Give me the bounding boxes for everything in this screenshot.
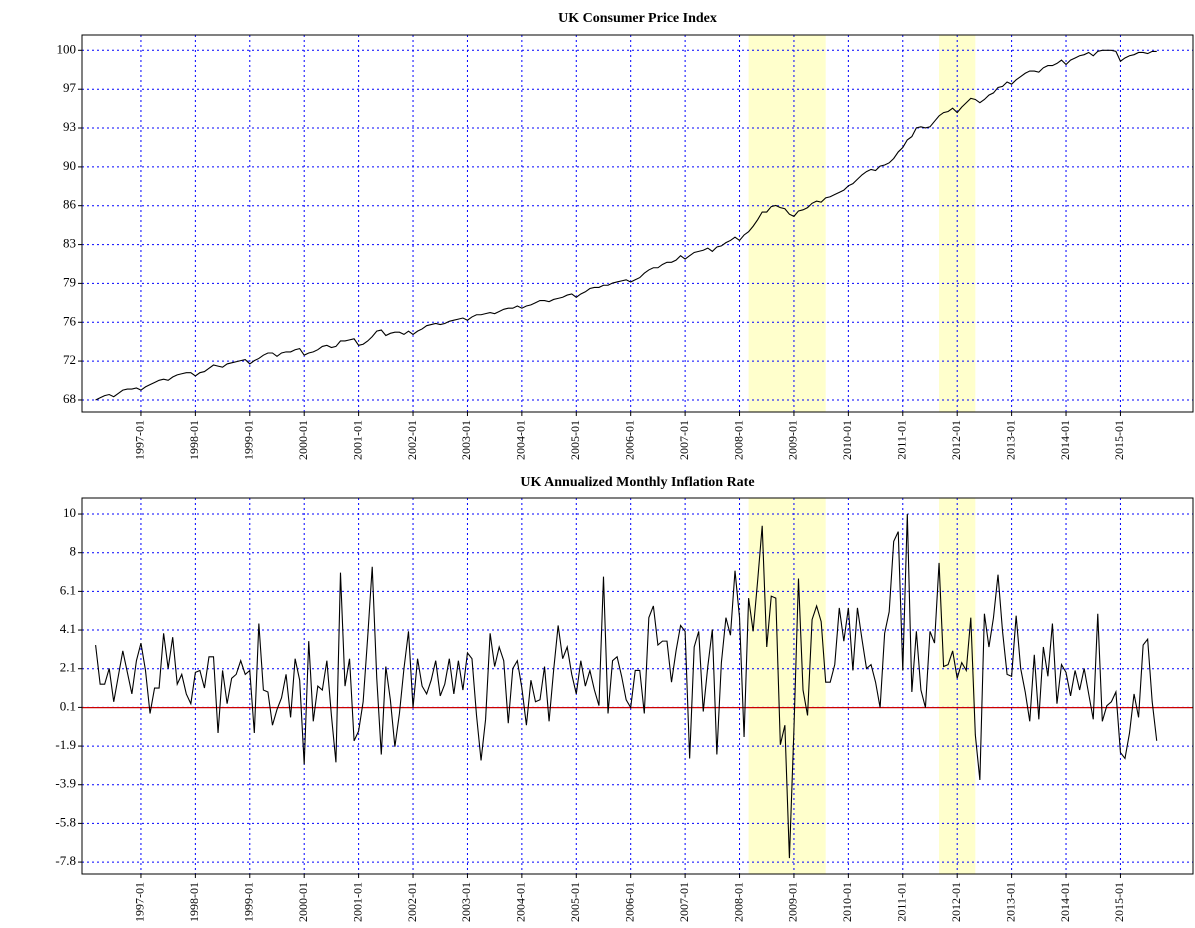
y-tick-label: 4.1 <box>60 621 76 636</box>
y-tick-label: 72 <box>63 352 76 367</box>
x-tick-label: 2015-01 <box>1112 420 1126 460</box>
x-tick-label: 2014-01 <box>1058 420 1072 460</box>
x-tick-label: 2008-01 <box>731 882 745 922</box>
x-tick-label: 1999-01 <box>242 882 256 922</box>
y-tick-label: -7.8 <box>55 853 76 868</box>
x-tick-label: 2009-01 <box>786 882 800 922</box>
x-tick-label: 1997-01 <box>133 420 147 460</box>
x-tick-label: 2007-01 <box>677 420 691 460</box>
x-tick-label: 2006-01 <box>622 882 636 922</box>
x-tick-label: 2008-01 <box>731 420 745 460</box>
plot-frame <box>81 34 1194 413</box>
x-tick-label: 2013-01 <box>1003 882 1017 922</box>
chart-title: UK Consumer Price Index <box>558 11 717 26</box>
y-tick-label: 100 <box>57 41 77 56</box>
x-tick-label: 2003-01 <box>459 420 473 460</box>
x-tick-label: 2011-01 <box>895 882 909 922</box>
x-tick-label: 2002-01 <box>405 882 419 922</box>
shaded-period <box>748 35 826 412</box>
x-tick-label: 2007-01 <box>677 882 691 922</box>
x-tick-label: 2003-01 <box>459 882 473 922</box>
y-tick-label: 10 <box>63 505 76 520</box>
x-tick-label: 2006-01 <box>622 420 636 460</box>
x-tick-label: 2013-01 <box>1003 420 1017 460</box>
y-tick-label: -3.9 <box>55 776 76 791</box>
plot-frame <box>81 497 1194 875</box>
shaded-period <box>748 498 826 874</box>
x-tick-label: 2000-01 <box>296 882 310 922</box>
x-tick-label: 2000-01 <box>296 420 310 460</box>
y-tick-label: 68 <box>63 391 76 406</box>
y-tick-label: 76 <box>63 313 77 328</box>
x-tick-label: 2011-01 <box>895 420 909 460</box>
x-tick-label: 1999-01 <box>242 420 256 460</box>
x-tick-label: 2002-01 <box>405 420 419 460</box>
x-tick-label: 2005-01 <box>568 882 582 922</box>
x-tick-label: 2001-01 <box>350 882 364 922</box>
x-tick-label: 2012-01 <box>949 420 963 460</box>
x-tick-label: 2005-01 <box>568 420 582 460</box>
x-tick-label: 1997-01 <box>133 882 147 922</box>
x-tick-label: 2014-01 <box>1058 882 1072 922</box>
x-tick-label: 2001-01 <box>350 420 364 460</box>
chart-title: UK Annualized Monthly Inflation Rate <box>520 475 754 490</box>
y-tick-label: -1.9 <box>55 737 76 752</box>
x-tick-label: 2004-01 <box>514 420 528 460</box>
y-tick-label: 8 <box>70 544 77 559</box>
y-tick-label: 83 <box>63 236 76 251</box>
y-tick-label: 2.1 <box>60 660 76 675</box>
y-tick-label: 79 <box>63 274 76 289</box>
data-line <box>95 49 1157 401</box>
x-tick-label: 2012-01 <box>949 882 963 922</box>
shaded-period <box>939 498 976 874</box>
shaded-period <box>939 35 976 412</box>
x-tick-label: 2004-01 <box>514 882 528 922</box>
y-tick-label: 6.1 <box>60 582 76 597</box>
y-tick-label: 97 <box>63 80 77 95</box>
y-tick-label: 93 <box>63 119 76 134</box>
data-line <box>95 514 1158 859</box>
x-tick-label: 2010-01 <box>840 882 854 922</box>
y-tick-label: 90 <box>63 158 76 173</box>
x-tick-label: 2009-01 <box>786 420 800 460</box>
x-tick-label: 2015-01 <box>1112 882 1126 922</box>
y-tick-label: -5.8 <box>55 814 76 829</box>
x-tick-label: 2010-01 <box>840 420 854 460</box>
x-tick-label: 1998-01 <box>187 420 201 460</box>
x-tick-label: 1998-01 <box>187 882 201 922</box>
y-tick-label: 86 <box>63 197 77 212</box>
y-tick-label: 0.1 <box>60 698 76 713</box>
